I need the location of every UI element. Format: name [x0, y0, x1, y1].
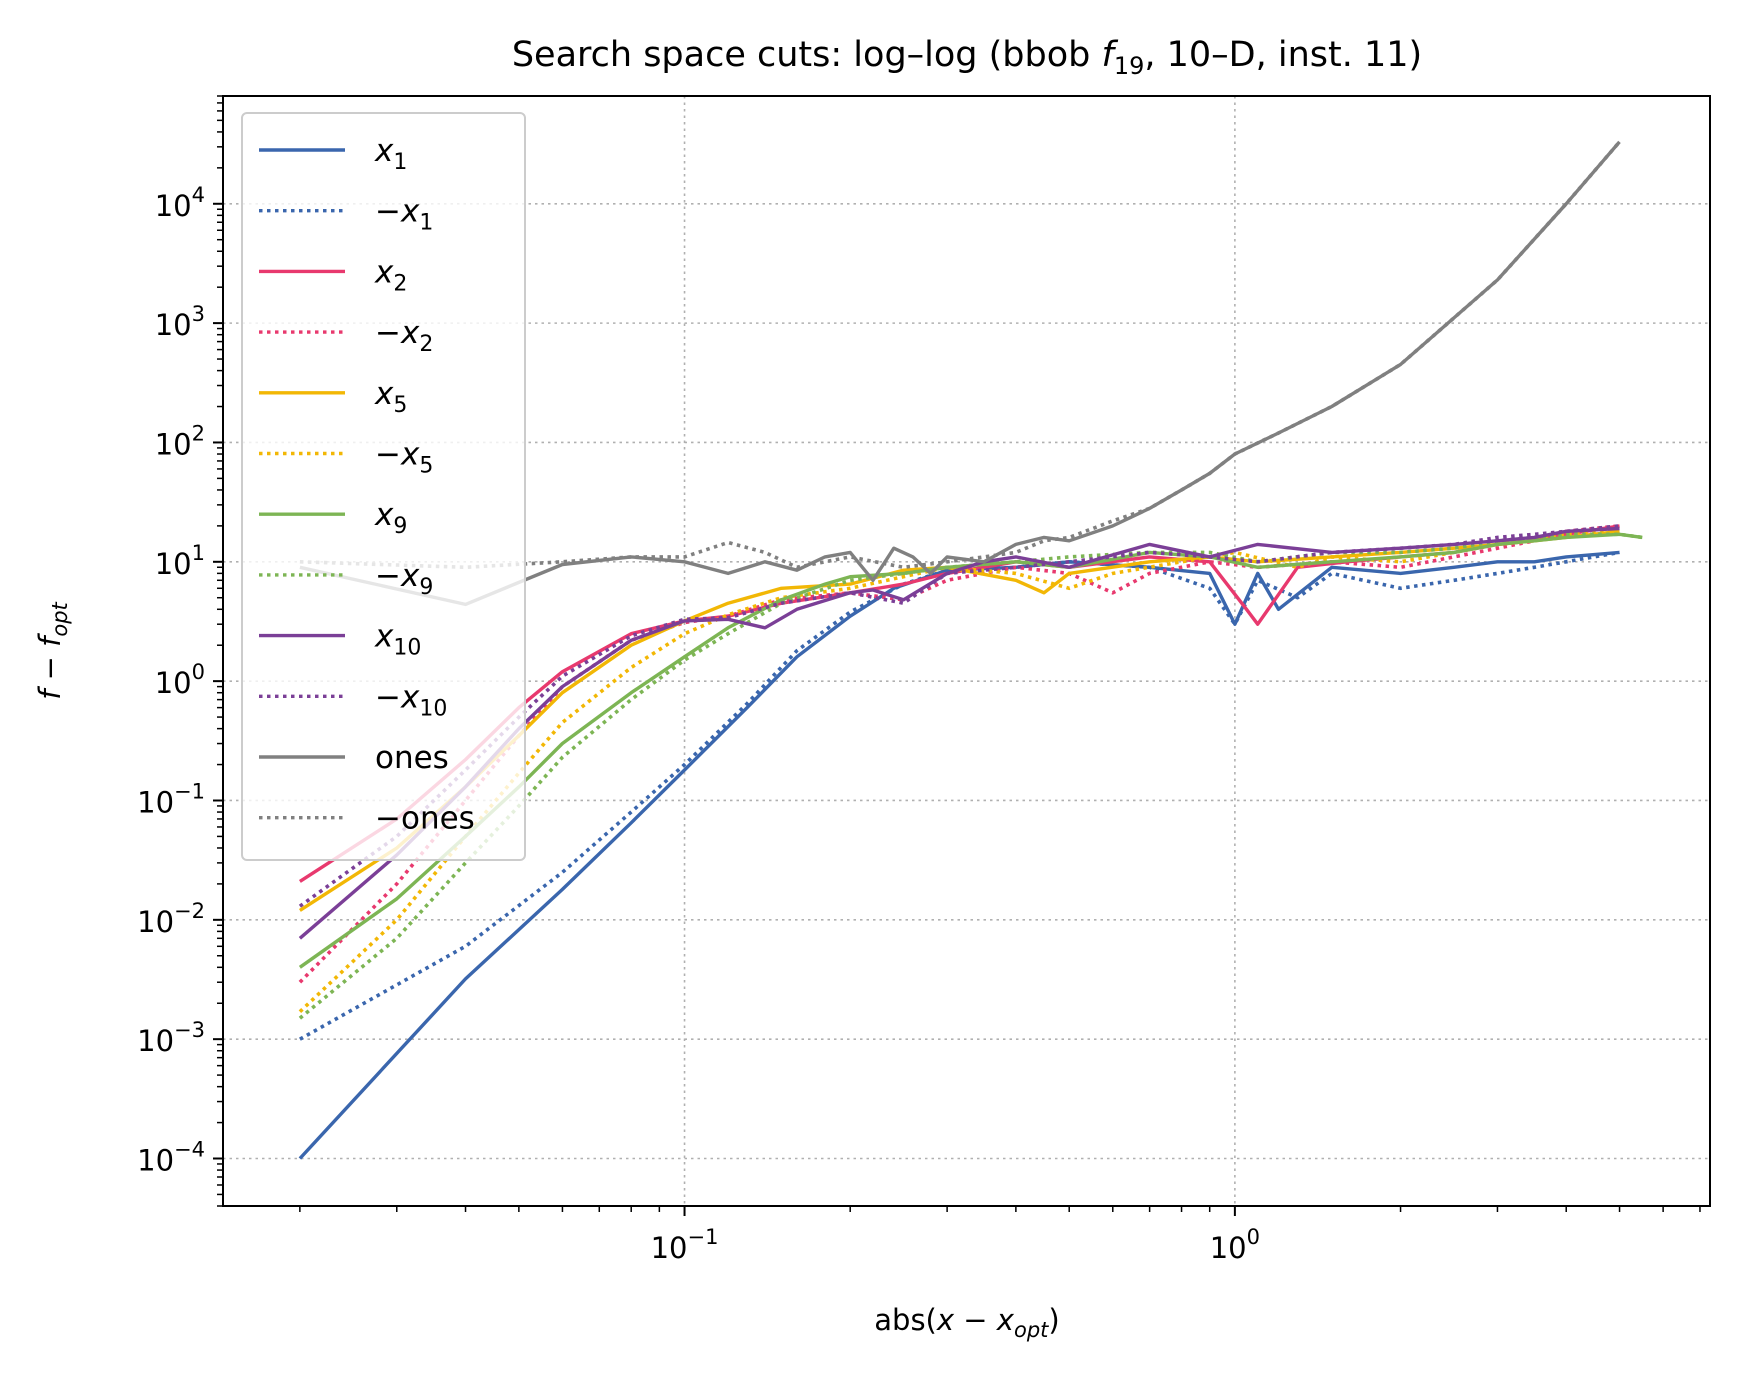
- legend-label: x1: [374, 133, 407, 175]
- tick-layer: 10−1 100 10−4 10−3 10−2 10−1 100 101 102 103 104: [137, 95, 1701, 1265]
- series-line-5: [298, 529, 1620, 1014]
- legend-label: −x5: [375, 437, 433, 479]
- series-line-11: [299, 140, 1621, 570]
- chart-title: Search space cuts: log–log (bbob f19, 10…: [512, 35, 1422, 80]
- y-tick-label: 10−3: [137, 1018, 205, 1058]
- legend-label: ones: [375, 740, 449, 776]
- legend-label: x5: [374, 376, 407, 418]
- y-tick-label: 102: [155, 421, 205, 461]
- series-line-3: [298, 524, 1620, 984]
- y-tick-label: 10−4: [137, 1138, 205, 1178]
- legend-label: −x1: [375, 194, 433, 236]
- legend-label: −x9: [375, 558, 433, 600]
- plot-frame: [222, 95, 1711, 1207]
- series-line-6: [298, 532, 1643, 969]
- series-layer: [298, 140, 1643, 1160]
- y-tick-label: 100: [155, 660, 205, 700]
- series-line-4: [298, 529, 1620, 912]
- x-tick-label: 100: [1210, 1225, 1260, 1265]
- series-line-1: [299, 550, 1620, 1041]
- x-axis-label: abs(x − xopt): [874, 1303, 1059, 1342]
- legend-label: x10: [374, 619, 421, 661]
- y-axis-label: f − fopt: [33, 601, 72, 699]
- x-tick-label: 10−1: [651, 1225, 719, 1265]
- y-tick-label: 10−1: [137, 779, 205, 819]
- y-tick-label: 10−2: [137, 899, 205, 939]
- legend-box: [241, 112, 526, 861]
- y-tick-label: 103: [155, 302, 205, 342]
- legend: x1 −x1 x2 −x2 x5 −x5 x9 −x9 x10 −x10 ones −ones: [241, 112, 526, 861]
- y-tick-label: 104: [155, 183, 205, 223]
- legend-label: −ones: [375, 801, 475, 837]
- legend-label: −x10: [375, 679, 447, 721]
- legend-label: −x2: [375, 315, 433, 357]
- y-tick-label: 101: [155, 541, 205, 581]
- legend-label: x2: [374, 254, 407, 296]
- legend-label: x9: [374, 497, 407, 539]
